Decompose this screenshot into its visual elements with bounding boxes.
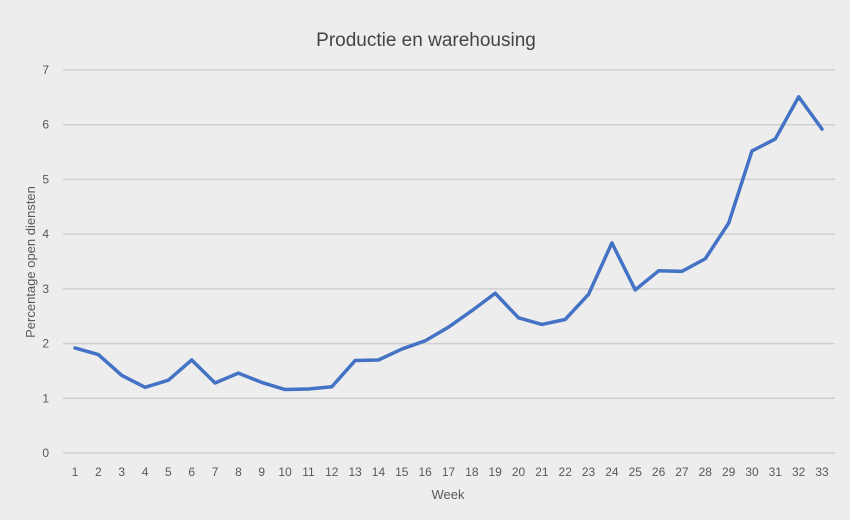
x-tick-label: 24 xyxy=(605,465,619,479)
x-tick-label: 18 xyxy=(465,465,479,479)
x-tick-label: 27 xyxy=(675,465,689,479)
y-tick-label: 1 xyxy=(42,391,49,405)
x-tick-label: 25 xyxy=(629,465,643,479)
x-tick-label: 11 xyxy=(302,465,315,479)
y-tick-label: 6 xyxy=(42,118,49,132)
x-tick-label: 9 xyxy=(258,465,265,479)
x-tick-label: 1 xyxy=(72,465,79,479)
x-tick-label: 14 xyxy=(372,465,386,479)
x-tick-label: 12 xyxy=(325,465,339,479)
x-tick-label: 2 xyxy=(95,465,102,479)
x-tick-label: 13 xyxy=(348,465,362,479)
x-tick-label: 3 xyxy=(118,465,125,479)
y-tick-label: 3 xyxy=(42,282,49,296)
x-tick-label: 30 xyxy=(745,465,759,479)
x-tick-label: 8 xyxy=(235,465,242,479)
x-tick-label: 19 xyxy=(489,465,503,479)
y-tick-label: 2 xyxy=(42,337,49,351)
x-tick-label: 22 xyxy=(559,465,573,479)
x-tick-label: 20 xyxy=(512,465,526,479)
x-tick-label: 5 xyxy=(165,465,172,479)
x-tick-label: 10 xyxy=(278,465,292,479)
x-tick-label: 31 xyxy=(769,465,783,479)
x-tick-label: 32 xyxy=(792,465,806,479)
x-tick-label: 21 xyxy=(535,465,549,479)
x-axis-label: Week xyxy=(432,487,465,502)
y-tick-label: 7 xyxy=(42,63,49,77)
y-axis-label: Percentage open diensten xyxy=(23,186,38,338)
chart-title: Productie en warehousing xyxy=(316,30,536,51)
x-tick-label: 29 xyxy=(722,465,736,479)
x-tick-label: 16 xyxy=(418,465,432,479)
x-tick-label: 23 xyxy=(582,465,596,479)
x-tick-label: 7 xyxy=(212,465,219,479)
series-line xyxy=(73,95,824,392)
x-tick-label: 15 xyxy=(395,465,409,479)
y-tick-label: 5 xyxy=(42,172,49,186)
x-tick-label: 4 xyxy=(142,465,149,479)
x-tick-label: 26 xyxy=(652,465,666,479)
x-tick-label: 28 xyxy=(699,465,713,479)
y-tick-label: 4 xyxy=(42,227,49,241)
x-tick-label: 17 xyxy=(442,465,456,479)
y-tick-label: 0 xyxy=(42,446,49,460)
x-tick-label: 6 xyxy=(188,465,195,479)
x-tick-label: 33 xyxy=(815,465,829,479)
